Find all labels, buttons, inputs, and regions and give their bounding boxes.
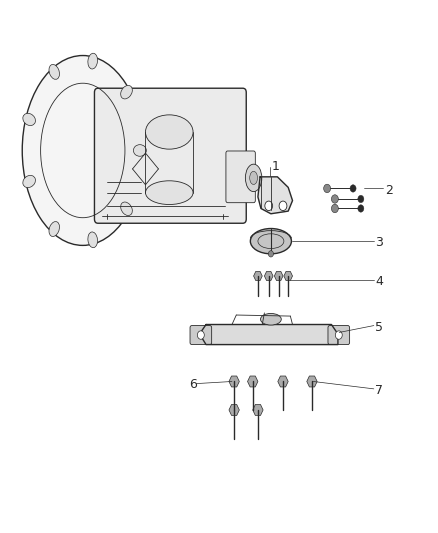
FancyBboxPatch shape [328, 326, 350, 344]
Text: 7: 7 [375, 384, 383, 397]
Ellipse shape [121, 202, 132, 215]
Text: 4: 4 [375, 275, 383, 288]
Circle shape [268, 251, 273, 257]
Text: 5: 5 [375, 321, 383, 334]
Ellipse shape [49, 222, 60, 237]
Ellipse shape [251, 229, 291, 254]
Circle shape [332, 204, 338, 213]
Text: 6: 6 [189, 378, 197, 391]
Circle shape [358, 205, 364, 212]
FancyBboxPatch shape [95, 88, 246, 223]
Circle shape [265, 201, 272, 211]
Circle shape [350, 185, 356, 192]
Circle shape [332, 195, 338, 203]
Ellipse shape [22, 55, 143, 245]
Ellipse shape [23, 175, 35, 188]
Circle shape [279, 201, 287, 211]
FancyBboxPatch shape [226, 151, 255, 203]
Ellipse shape [145, 181, 193, 205]
Ellipse shape [23, 114, 35, 125]
Ellipse shape [88, 232, 98, 248]
Ellipse shape [88, 53, 98, 69]
Ellipse shape [49, 64, 60, 79]
Polygon shape [258, 177, 293, 214]
Circle shape [324, 184, 331, 192]
Circle shape [358, 195, 364, 203]
Circle shape [198, 331, 204, 340]
Ellipse shape [134, 144, 146, 156]
Polygon shape [200, 325, 338, 344]
Text: 2: 2 [385, 183, 392, 197]
Ellipse shape [261, 313, 281, 325]
Text: 3: 3 [375, 236, 383, 249]
FancyBboxPatch shape [190, 326, 212, 344]
Ellipse shape [121, 85, 132, 99]
Ellipse shape [245, 164, 262, 191]
Circle shape [336, 331, 342, 340]
Text: 1: 1 [272, 160, 279, 173]
Ellipse shape [145, 115, 193, 149]
Ellipse shape [250, 171, 258, 184]
